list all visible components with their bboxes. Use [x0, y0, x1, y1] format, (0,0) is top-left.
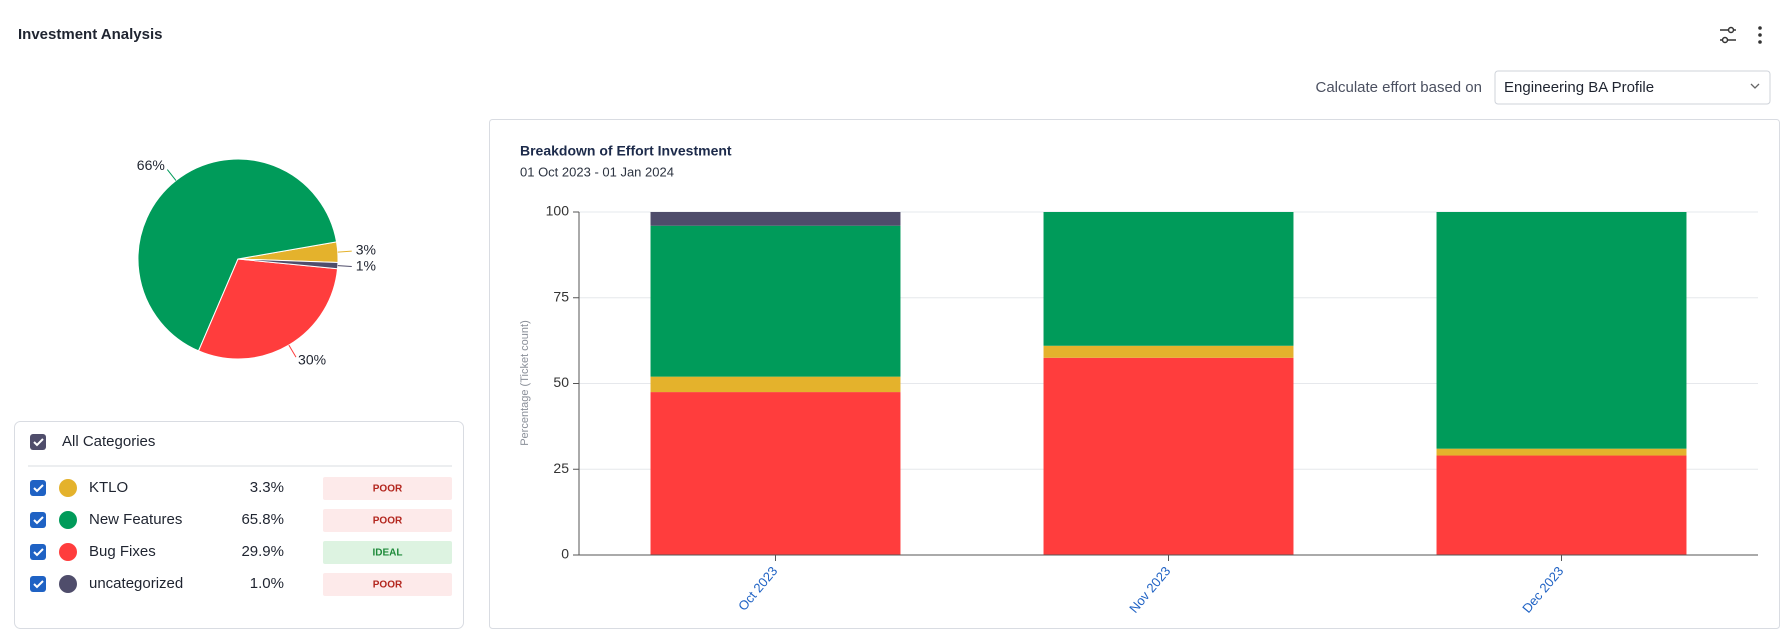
pie-slice	[197, 258, 339, 360]
status-text: POOR	[373, 580, 403, 591]
status-text: POOR	[373, 484, 403, 495]
status-text: POOR	[373, 516, 403, 527]
more-icon[interactable]	[1758, 26, 1762, 44]
category-percent: 29.9%	[241, 543, 284, 560]
status-badge	[323, 477, 452, 500]
chart-subtitle: 01 Oct 2023 - 01 Jan 2024	[520, 164, 674, 179]
category-dot	[59, 511, 77, 529]
pie-label: 66%	[137, 157, 165, 173]
category-dot	[59, 543, 77, 561]
check	[33, 438, 44, 447]
category-dot	[59, 575, 77, 593]
row-checkbox[interactable]	[30, 480, 46, 496]
category-percent: 65.8%	[241, 511, 284, 528]
row-checkbox[interactable]	[30, 576, 46, 592]
y-tick-label: 0	[561, 546, 569, 562]
y-tick-label: 25	[553, 460, 569, 476]
check	[33, 548, 44, 557]
chart-title: Breakdown of Effort Investment	[520, 143, 732, 159]
category-name: Bug Fixes	[89, 543, 156, 560]
category-percent: 3.3%	[250, 479, 284, 496]
pie-leader	[337, 265, 352, 268]
pie-leader	[337, 250, 352, 253]
bar-segment	[650, 376, 901, 393]
pie-label: 30%	[298, 351, 326, 367]
check	[33, 484, 44, 493]
y-axis-label: Percentage (Ticket count)	[519, 320, 531, 446]
row-checkbox[interactable]	[30, 512, 46, 528]
all-label: All Categories	[62, 433, 155, 450]
bar-segment	[1043, 345, 1294, 358]
bar-segment	[650, 392, 901, 555]
check	[33, 516, 44, 525]
y-tick-label: 50	[553, 374, 569, 390]
status-badge	[323, 541, 452, 564]
pie-leader	[288, 344, 297, 358]
control-label: Calculate effort based on	[1315, 79, 1482, 96]
category-name: uncategorized	[89, 575, 183, 592]
category-name: New Features	[89, 511, 182, 528]
bar-segment	[650, 225, 901, 377]
all-checkbox[interactable]	[30, 434, 46, 450]
bar-segment	[1436, 455, 1687, 555]
check	[33, 580, 44, 589]
pie-label: 3%	[356, 242, 376, 258]
bar-segment	[1436, 212, 1687, 449]
pie-label: 1%	[356, 258, 376, 274]
status-badge	[323, 573, 452, 596]
dropdown-value: Engineering BA Profile	[1504, 79, 1654, 96]
dropdown-chevron	[1750, 83, 1760, 89]
y-tick-label: 100	[546, 203, 570, 219]
y-tick-label: 75	[553, 288, 569, 304]
page-title: Investment Analysis	[18, 26, 163, 43]
category-dot	[59, 479, 77, 497]
bar-segment	[1436, 448, 1687, 456]
bar-segment	[1043, 357, 1294, 555]
settings-icon[interactable]	[1720, 26, 1736, 44]
bar-segment	[650, 212, 901, 226]
bar-segment	[1043, 212, 1294, 346]
dropdown[interactable]	[1494, 70, 1771, 105]
pie-leader	[166, 169, 177, 181]
row-checkbox[interactable]	[30, 544, 46, 560]
pie-slice	[137, 158, 338, 352]
status-badge	[323, 509, 452, 532]
category-name: KTLO	[89, 479, 128, 496]
status-text: IDEAL	[373, 548, 403, 559]
category-percent: 1.0%	[250, 575, 284, 592]
